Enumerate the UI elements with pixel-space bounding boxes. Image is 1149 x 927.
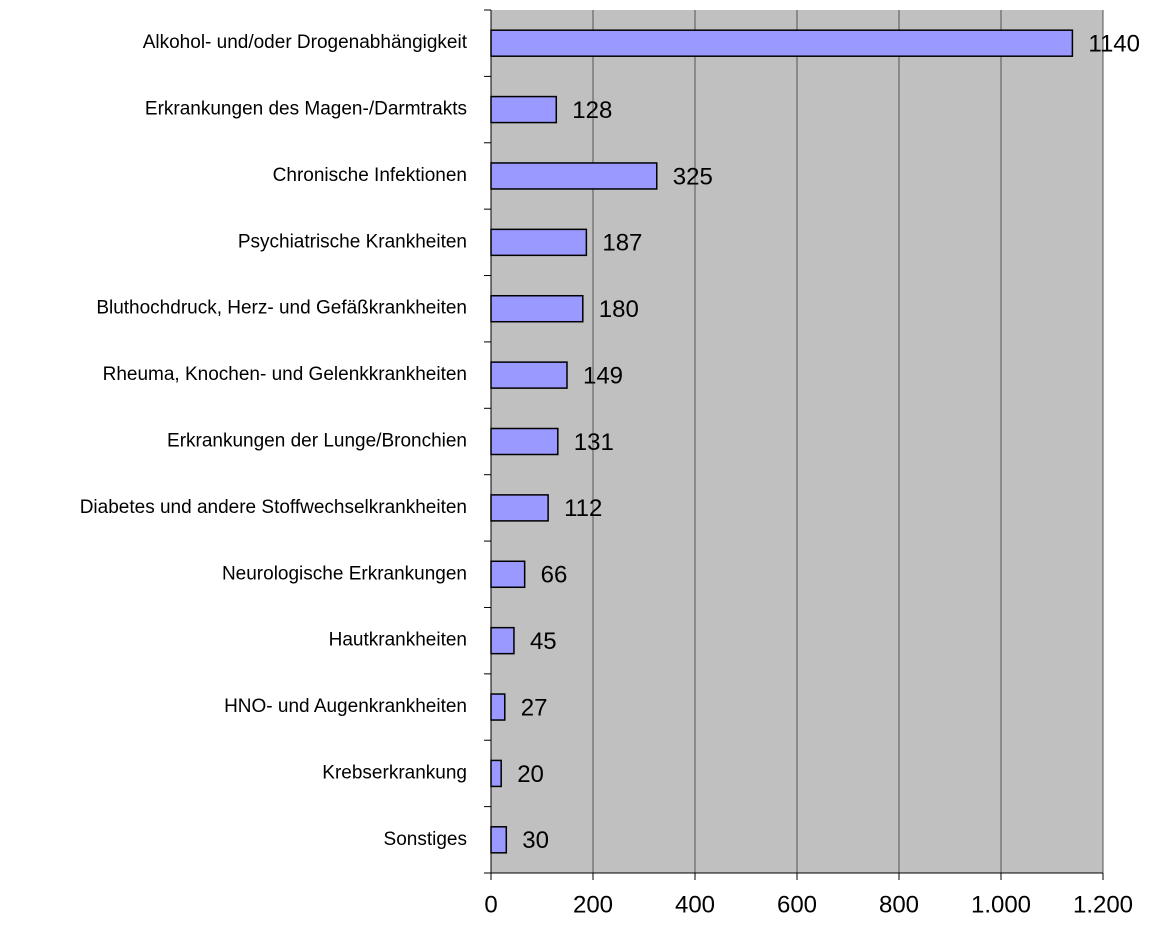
value-label: 187 [602, 230, 642, 257]
category-label: Erkrankungen des Magen-/Darmtrakts [145, 99, 467, 120]
category-label: Diabetes und andere Stoffwechselkrankhei… [80, 497, 467, 518]
bar [490, 29, 1074, 57]
x-tick-label: 400 [675, 891, 715, 918]
value-label: 45 [530, 628, 557, 655]
bar [490, 294, 584, 323]
x-tick-label: 1.000 [971, 891, 1031, 918]
value-label: 325 [673, 163, 713, 190]
value-label: 1140 [1088, 31, 1140, 58]
value-label: 30 [522, 827, 549, 854]
category-label: Hautkrankheiten [329, 630, 467, 651]
category-label: Krebserkrankung [322, 762, 467, 783]
value-label: 131 [574, 429, 614, 456]
category-label: Rheuma, Knochen- und Gelenkkrankheiten [103, 364, 467, 385]
bar [490, 95, 558, 124]
value-label: 66 [541, 562, 568, 589]
category-label: Chronische Infektionen [273, 165, 467, 186]
category-label: HNO- und Augenkrankheiten [224, 696, 467, 717]
bar [490, 693, 506, 721]
value-label: 180 [599, 296, 639, 323]
value-label: 20 [517, 761, 544, 788]
x-tick-label: 0 [484, 891, 497, 918]
bar [490, 361, 568, 389]
value-label: 27 [521, 694, 548, 721]
x-tick-label: 800 [879, 891, 919, 918]
category-label: Sonstiges [384, 829, 467, 850]
category-label: Neurologische Erkrankungen [222, 563, 467, 584]
category-label: Bluthochdruck, Herz- und Gefäßkrankheite… [96, 298, 467, 319]
bar [490, 494, 549, 522]
bar [490, 427, 559, 456]
value-label: 128 [572, 97, 612, 124]
bar [490, 759, 502, 788]
category-label: Psychiatrische Krankheiten [238, 231, 467, 252]
value-label: 112 [564, 495, 602, 522]
x-tick-label: 600 [777, 891, 817, 918]
x-tick-label: 200 [573, 891, 613, 918]
bar [490, 560, 526, 589]
bar [490, 626, 515, 655]
x-tick-label: 1.200 [1073, 891, 1133, 918]
category-label: Alkohol- und/oder Drogenabhängigkeit [143, 32, 468, 53]
bar [490, 228, 588, 257]
category-label: Erkrankungen der Lunge/Bronchien [167, 431, 467, 452]
bar [490, 162, 658, 190]
bar [490, 826, 508, 854]
value-label: 149 [583, 362, 623, 389]
